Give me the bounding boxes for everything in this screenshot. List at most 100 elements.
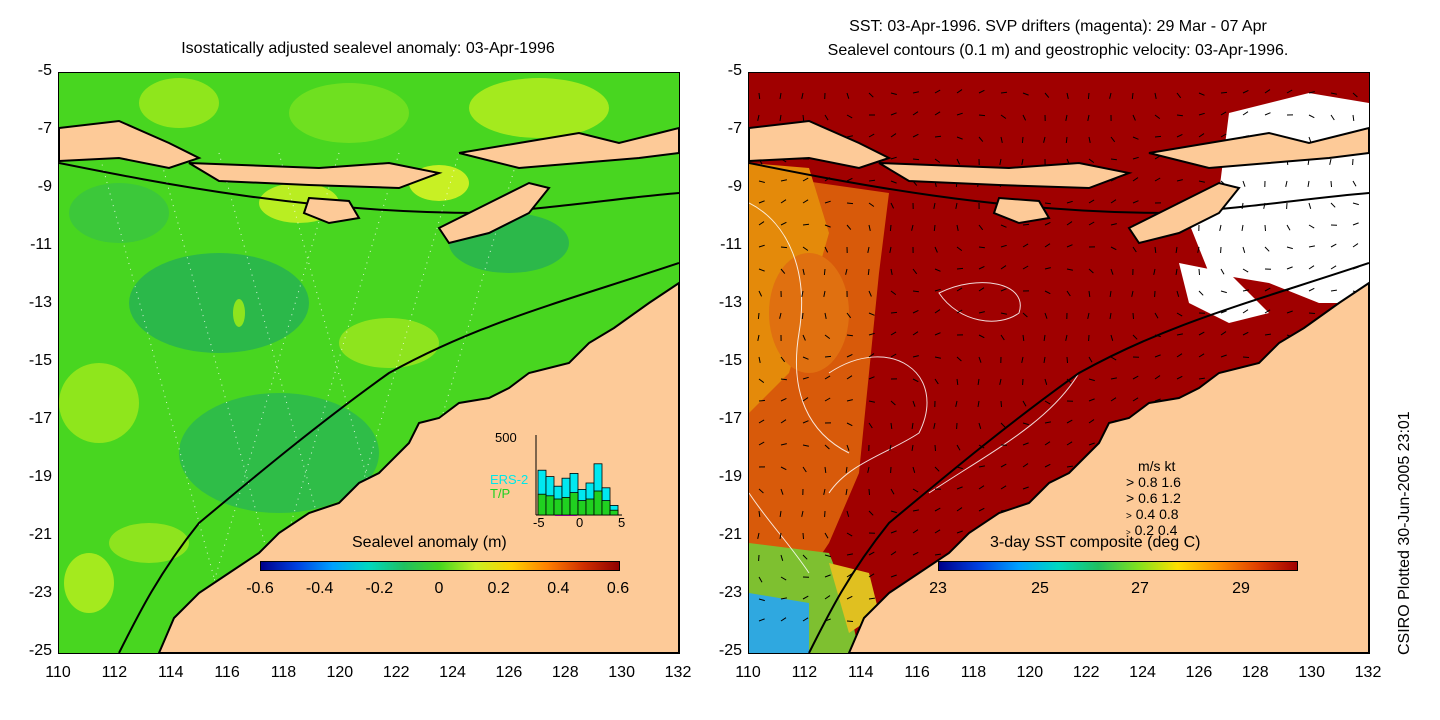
velocity-arrow xyxy=(890,268,893,275)
velocity-arrow xyxy=(956,507,963,512)
left-colorbar-tick: 0.2 xyxy=(487,580,510,597)
velocity-arrow xyxy=(1065,114,1068,121)
y-tick-label: -25 xyxy=(718,642,742,659)
velocity-arrow xyxy=(1330,180,1332,188)
velocity-arrow xyxy=(779,114,782,121)
right-colorbar-tick: 29 xyxy=(1232,580,1250,597)
velocity-arrow xyxy=(1022,422,1029,426)
velocity-arrow xyxy=(802,246,809,251)
velocity-arrow xyxy=(824,444,830,450)
velocity-arrow xyxy=(846,510,850,517)
velocity-arrow xyxy=(1000,265,1007,270)
histogram-ymax-label: 500 xyxy=(495,430,517,445)
histogram-label-ers2: ERS-2 xyxy=(490,472,529,487)
velocity-arrow xyxy=(802,595,809,600)
velocity-arrow xyxy=(1110,199,1117,204)
velocity-arrow xyxy=(1043,356,1046,363)
velocity-arrow xyxy=(780,617,787,622)
velocity-arrow xyxy=(1198,377,1205,380)
left-panel-title: Isostatically adjusted sealevel anomaly:… xyxy=(181,40,555,57)
velocity-arrow xyxy=(1066,290,1071,297)
velocity-arrow xyxy=(890,400,896,406)
velocity-arrow xyxy=(868,510,874,516)
histogram-bar-tp xyxy=(601,500,611,516)
velocity-arrow xyxy=(1286,89,1293,94)
velocity-arrow xyxy=(934,529,941,534)
velocity-arrow xyxy=(977,378,980,385)
velocity-arrow xyxy=(1022,92,1029,96)
velocity-arrow xyxy=(1242,331,1249,336)
velocity-arrow xyxy=(1088,378,1095,382)
velocity-arrow xyxy=(845,466,848,473)
velocity-arrow xyxy=(823,290,826,297)
velocity-arrow xyxy=(1066,441,1073,446)
velocity-arrow xyxy=(912,529,919,534)
velocity-arrow xyxy=(1110,136,1116,143)
velocity-arrow xyxy=(1352,114,1355,121)
velocity-arrow xyxy=(1044,202,1051,205)
velocity-arrow xyxy=(1021,158,1024,165)
velocity-arrow xyxy=(758,290,763,297)
velocity-arrow xyxy=(1043,334,1046,341)
velocity-arrow xyxy=(846,353,853,358)
left-colorbar-tick: -0.4 xyxy=(305,580,334,597)
velocity-arrow xyxy=(911,224,914,231)
velocity-arrow xyxy=(1330,265,1337,270)
velocity-arrow xyxy=(978,287,985,292)
velocity-arrow xyxy=(1000,288,1007,292)
velocity-arrow xyxy=(1242,289,1249,292)
velocity-arrow xyxy=(890,202,895,209)
velocity-arrow xyxy=(1088,221,1095,226)
velocity-arrow xyxy=(846,92,850,99)
velocity-arrow xyxy=(911,422,914,429)
velocity-arrow xyxy=(801,312,804,320)
velocity-arrow xyxy=(1043,136,1046,143)
left-colorbar-tick: 0 xyxy=(434,580,444,597)
velocity-arrow xyxy=(1088,419,1095,424)
velocity-arrow xyxy=(868,179,876,182)
velocity-arrow xyxy=(933,422,936,429)
velocity-arrow xyxy=(779,510,782,517)
velocity-arrow xyxy=(758,488,764,494)
velocity-arrow xyxy=(890,574,897,578)
velocity-arrow xyxy=(823,488,826,496)
velocity-arrow xyxy=(1330,289,1337,292)
velocity-arrow xyxy=(868,133,875,138)
y-tick-label: -15 xyxy=(28,352,52,369)
velocity-arrow xyxy=(956,246,963,252)
velocity-arrow xyxy=(1352,202,1359,206)
velocity-arrow xyxy=(1175,268,1178,275)
velocity-arrow xyxy=(956,356,962,362)
velocity-arrow xyxy=(1154,135,1162,138)
velocity-arrow xyxy=(1176,179,1183,182)
velocity-arrow xyxy=(868,597,875,600)
velocity-arrow xyxy=(1109,312,1112,319)
velocity-arrow xyxy=(1131,290,1134,297)
velocity-arrow xyxy=(824,312,827,319)
velocity-arrow xyxy=(1330,92,1338,95)
velocity-arrow xyxy=(824,224,831,228)
velocity-arrow xyxy=(846,375,853,380)
histogram-bar-tp xyxy=(553,498,563,516)
velocity-arrow xyxy=(801,92,804,100)
velocity-arrow xyxy=(1000,485,1007,490)
velocity-arrow xyxy=(1220,91,1228,94)
velocity-arrow xyxy=(1308,91,1315,94)
velocity-arrow xyxy=(1066,244,1073,248)
x-tick-label: 124 xyxy=(439,664,466,681)
velocity-arrow xyxy=(934,158,941,163)
velocity-arrow xyxy=(780,597,787,600)
velocity-arrow xyxy=(1022,400,1027,407)
y-tick-label: -17 xyxy=(28,410,52,427)
velocity-arrow xyxy=(1022,486,1029,490)
velocity-arrow xyxy=(1000,91,1008,94)
velocity-arrow xyxy=(780,268,786,274)
left-colorbar-tick: -0.6 xyxy=(246,580,274,597)
velocity-arrow xyxy=(1131,92,1134,100)
velocity-arrow xyxy=(1088,290,1091,297)
velocity-arrow xyxy=(758,618,765,622)
velocity-arrow xyxy=(1154,114,1161,119)
velocity-arrow xyxy=(912,355,919,358)
velocity-arrow xyxy=(845,488,848,495)
velocity-arrow xyxy=(890,290,897,296)
